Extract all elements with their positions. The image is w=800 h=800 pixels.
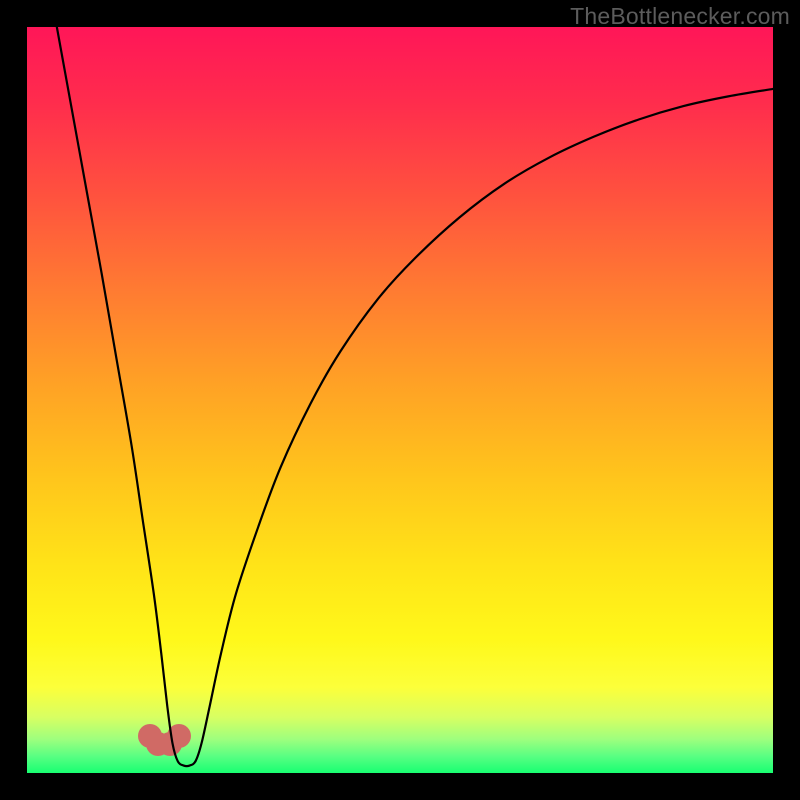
plot-svg [27, 27, 773, 773]
plot-background [27, 27, 773, 773]
chart-stage: TheBottlenecker.com [0, 0, 800, 800]
plot-area [27, 27, 773, 773]
watermark-text: TheBottlenecker.com [570, 3, 790, 30]
